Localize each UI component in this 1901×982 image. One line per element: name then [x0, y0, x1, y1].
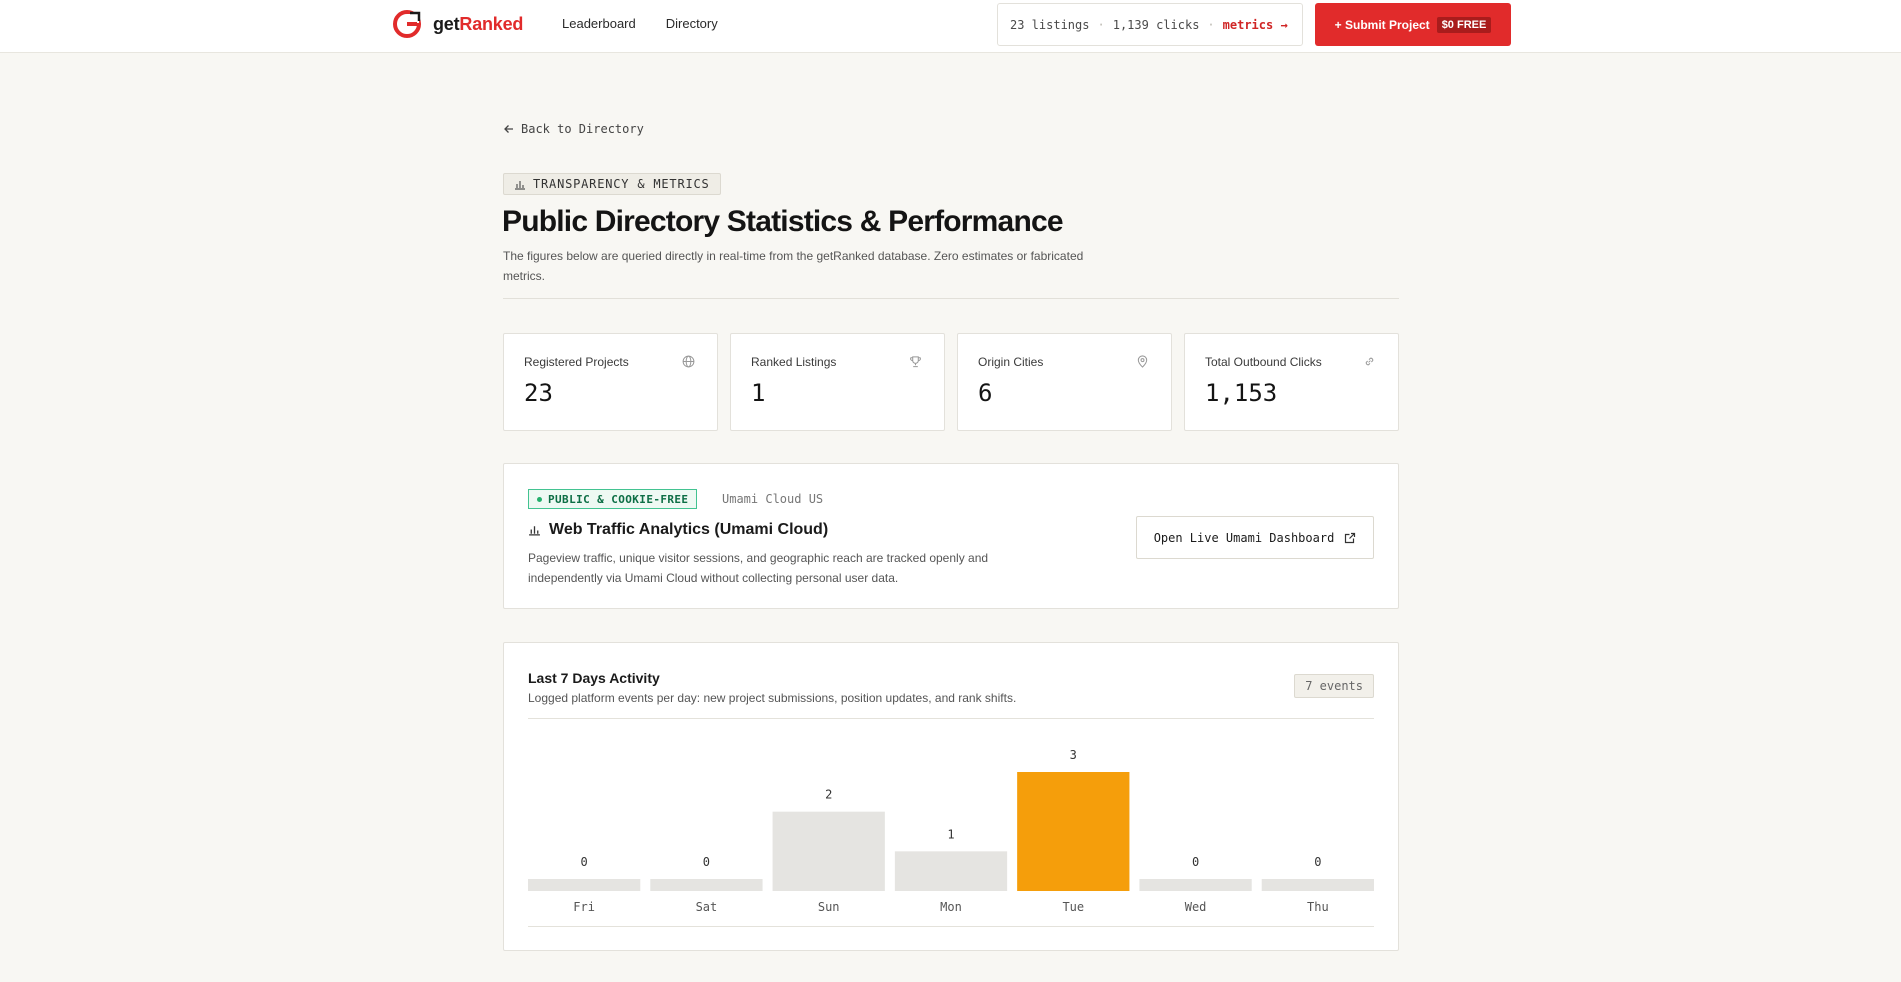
analytics-title-text: Web Traffic Analytics (Umami Cloud) — [549, 521, 829, 538]
metrics-link[interactable]: metrics → — [1222, 17, 1288, 32]
brand-name: getRanked — [433, 13, 524, 34]
stat-label: Origin Cities — [978, 355, 1044, 369]
x-tick-label: Tue — [1062, 900, 1084, 914]
stat-card-origin-cities: Origin Cities 6 — [957, 333, 1172, 431]
clicks-count: 1,139 clicks — [1112, 17, 1200, 32]
bar-value-label: 1 — [947, 827, 954, 841]
open-umami-dashboard-button[interactable]: Open Live Umami Dashboard — [1136, 516, 1374, 559]
stat-value: 1 — [751, 379, 766, 407]
page-title: Public Directory Statistics & Performanc… — [502, 205, 1064, 238]
separator-dot: · — [1097, 17, 1105, 32]
stat-value: 6 — [978, 379, 993, 407]
bar-fri — [528, 879, 641, 891]
main-nav: Leaderboard Directory — [562, 16, 748, 31]
activity-description: Logged platform events per day: new proj… — [528, 691, 1017, 705]
bar-thu — [1261, 879, 1374, 891]
stat-value: 1,153 — [1205, 379, 1278, 407]
nav-directory[interactable]: Directory — [665, 16, 718, 31]
stat-card-total-outbound-clicks: Total Outbound Clicks 1,153 — [1184, 333, 1399, 431]
analytics-provider: Umami Cloud US — [722, 492, 824, 506]
stat-card-ranked-listings: Ranked Listings 1 — [730, 333, 945, 431]
bar-value-label: 2 — [825, 788, 832, 802]
bar-tue — [1017, 772, 1130, 891]
bar-mon — [894, 851, 1008, 891]
stat-label: Registered Projects — [524, 355, 629, 369]
x-tick-label: Thu — [1307, 900, 1329, 914]
badge-label: PUBLIC & COOKIE-FREE — [548, 492, 689, 506]
bar-value-label: 3 — [1070, 748, 1077, 762]
activity-title: Last 7 Days Activity — [528, 670, 660, 686]
listings-count: 23 listings — [1010, 17, 1090, 32]
events-count-badge: 7 events — [1294, 674, 1374, 698]
x-tick-label: Fri — [573, 900, 595, 914]
bar-value-label: 0 — [703, 855, 710, 869]
open-button-label: Open Live Umami Dashboard — [1153, 530, 1335, 545]
top-header: getRanked Leaderboard Directory 23 listi… — [0, 0, 1901, 53]
section-tag: TRANSPARENCY & METRICS — [503, 173, 721, 195]
bar-sat — [650, 879, 763, 891]
header-stats-pill[interactable]: 23 listings · 1,139 clicks · metrics → — [997, 3, 1303, 46]
x-tick-label: Sun — [818, 900, 840, 914]
status-dot — [537, 496, 542, 502]
brand-logo[interactable]: getRanked — [393, 10, 523, 38]
nav-leaderboard[interactable]: Leaderboard — [562, 16, 636, 31]
stat-label: Ranked Listings — [751, 355, 837, 369]
tag-label: TRANSPARENCY & METRICS — [533, 177, 710, 191]
back-to-directory-link[interactable]: Back to Directory — [503, 122, 644, 136]
public-cookie-free-badge: PUBLIC & COOKIE-FREE — [528, 489, 698, 509]
x-tick-label: Mon — [940, 900, 962, 914]
submit-project-button[interactable]: + Submit Project $0 FREE — [1315, 3, 1511, 46]
analytics-title: Web Traffic Analytics (Umami Cloud) — [528, 521, 828, 539]
divider — [528, 926, 1374, 927]
submit-label: + Submit Project — [1334, 17, 1430, 32]
external-link-icon — [1345, 532, 1356, 543]
trophy-icon — [910, 356, 921, 368]
stat-label: Total Outbound Clicks — [1205, 355, 1322, 369]
analytics-description: Pageview traffic, unique visitor session… — [528, 551, 989, 585]
link-icon — [1365, 357, 1374, 366]
bar-chart-icon — [529, 526, 540, 536]
activity-panel: Last 7 Days Activity Logged platform eve… — [503, 642, 1399, 951]
page-description: The figures below are queried directly i… — [503, 249, 1084, 283]
separator-dot: · — [1207, 17, 1215, 32]
bar-wed — [1139, 879, 1252, 891]
stat-value: 23 — [524, 379, 553, 407]
bar-sun — [772, 811, 885, 891]
bar-value-label: 0 — [1314, 855, 1321, 869]
logo-mark-icon — [393, 10, 421, 38]
bar-chart-icon — [515, 180, 525, 190]
divider — [503, 298, 1399, 299]
map-pin-icon — [1137, 355, 1148, 368]
arrow-left-icon — [504, 125, 513, 133]
stat-card-registered-projects: Registered Projects 23 — [503, 333, 718, 431]
analytics-panel: PUBLIC & COOKIE-FREE Umami Cloud US Web … — [503, 463, 1399, 609]
activity-bar-chart: 0 Fri 0 Sat 2 Sun 1 Mon 3 Tue 0 Wed 0 Thu — [528, 748, 1374, 914]
bar-value-label: 0 — [1192, 855, 1199, 869]
x-tick-label: Wed — [1185, 900, 1207, 914]
globe-icon — [682, 355, 695, 368]
divider — [528, 718, 1374, 719]
x-tick-label: Sat — [696, 900, 718, 914]
free-badge: $0 FREE — [1436, 16, 1492, 33]
back-label: Back to Directory — [521, 122, 644, 136]
bar-value-label: 0 — [581, 855, 588, 869]
